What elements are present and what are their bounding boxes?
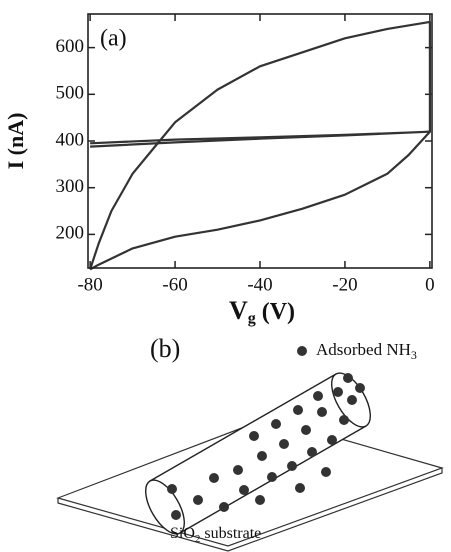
legend-sub: 3 <box>411 348 417 362</box>
substrate-main: SiO <box>170 525 195 542</box>
panel-label: (a) <box>100 26 127 52</box>
x-label-main: V <box>229 296 248 325</box>
y-tick-label: 200 <box>56 223 85 244</box>
plot: 200 300 400 500 600 -80 -60 -40 -20 0 <box>56 13 435 295</box>
substrate-rest: substrate <box>200 525 261 542</box>
x-tick-label: -80 <box>77 274 102 295</box>
y-tick-label: 600 <box>56 36 85 57</box>
legend-main: Adsorbed NH <box>316 340 411 359</box>
x-tick-label: -40 <box>247 274 272 295</box>
plot-frame <box>87 13 433 269</box>
y-tick-label: 400 <box>56 129 85 150</box>
substrate-label: SiO2 substrate <box>170 525 261 545</box>
y-axis-label: I (nA) <box>3 113 28 170</box>
panel-label: (b) <box>150 334 180 363</box>
x-axis-label: Vg (V) <box>229 296 295 327</box>
y-tick-label: 300 <box>56 176 85 197</box>
substrate-sub: 2 <box>195 533 201 545</box>
y-tick-label: 500 <box>56 83 85 104</box>
data-line <box>90 130 431 148</box>
data-line <box>89 20 431 271</box>
legend-dot <box>297 346 307 356</box>
x-label-unit: (V) <box>256 299 295 325</box>
x-label-sub: g <box>248 310 256 327</box>
legend-text: Adsorbed NH3 <box>316 340 417 362</box>
x-tick-label: -60 <box>162 274 187 295</box>
adsorbed-molecules <box>167 373 365 520</box>
x-tick-label: 0 <box>425 274 435 295</box>
x-tick-label: -20 <box>332 274 357 295</box>
